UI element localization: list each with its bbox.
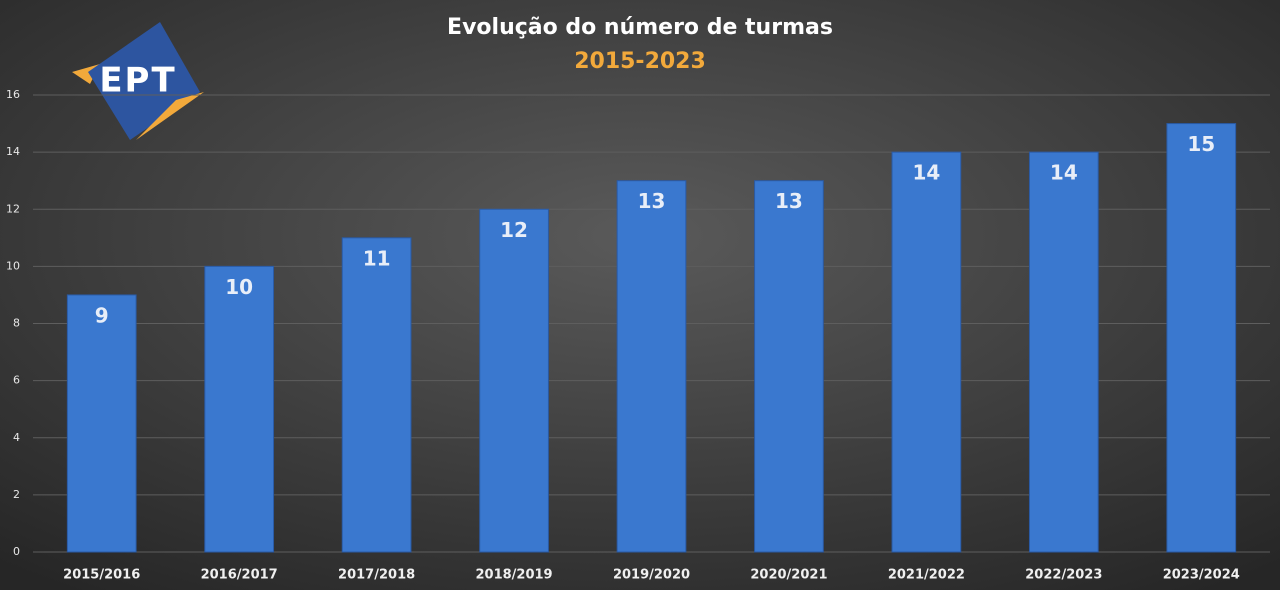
y-tick-label: 6 — [13, 374, 20, 387]
bar — [66, 294, 137, 553]
data-label: 14 — [1050, 161, 1078, 185]
x-tick-label: 2016/2017 — [201, 568, 278, 583]
data-label: 10 — [225, 275, 253, 299]
bar — [754, 180, 824, 553]
y-tick-label: 0 — [13, 545, 20, 558]
data-label: 12 — [500, 218, 528, 242]
x-tick-label: 2019/2020 — [613, 568, 690, 583]
data-label: 11 — [363, 246, 391, 270]
bar — [891, 151, 962, 553]
y-tick-label: 10 — [6, 259, 20, 272]
bar — [1028, 151, 1099, 553]
x-tick-label: 2020/2021 — [750, 568, 827, 583]
x-tick-label: 2022/2023 — [1025, 568, 1102, 583]
y-tick-label: 8 — [13, 317, 20, 330]
x-tick-label: 2023/2024 — [1163, 568, 1240, 583]
chart-subtitle: 2015-2023 — [574, 49, 706, 74]
data-label: 15 — [1187, 132, 1215, 156]
x-tick-label: 2018/2019 — [475, 568, 552, 583]
data-label: 14 — [912, 161, 940, 185]
bar — [341, 237, 412, 553]
logo: EPT — [72, 22, 204, 140]
data-label: 13 — [775, 189, 803, 213]
logo-text: EPT — [99, 61, 176, 101]
chart-title: Evolução do número de turmas — [447, 15, 833, 40]
data-label: 13 — [638, 189, 666, 213]
y-tick-label: 14 — [6, 145, 20, 158]
x-tick-label: 2017/2018 — [338, 568, 415, 583]
bar — [204, 265, 275, 553]
y-tick-label: 16 — [6, 88, 20, 101]
y-tick-label: 4 — [13, 431, 20, 444]
bar — [616, 180, 687, 553]
x-tick-label: 2021/2022 — [888, 568, 965, 583]
x-tick-label: 2015/2016 — [63, 568, 140, 583]
bar — [1166, 123, 1237, 553]
y-tick-label: 12 — [6, 202, 20, 215]
bar — [479, 208, 549, 553]
data-label: 9 — [95, 303, 109, 327]
y-tick-label: 2 — [13, 488, 20, 501]
